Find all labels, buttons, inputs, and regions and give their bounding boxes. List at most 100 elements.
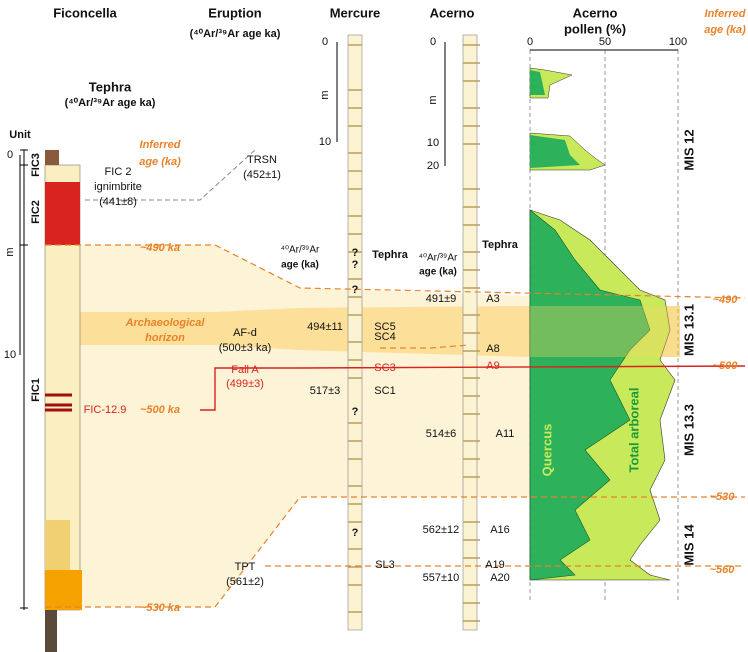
label: ignimbrite: [94, 181, 142, 193]
label: A19: [485, 559, 505, 571]
fic-orange: [45, 570, 82, 610]
label: 10: [4, 349, 16, 361]
label: (500±3 ka): [219, 342, 272, 354]
label: ~500: [713, 360, 739, 372]
label: Mercure: [330, 5, 381, 20]
line-530: [45, 496, 745, 608]
label: horizon: [145, 332, 185, 344]
trsn-link: [85, 149, 256, 201]
label: m: [4, 247, 16, 256]
label: FIC3: [30, 153, 42, 177]
label: (499±3): [226, 378, 264, 390]
label: Acerno: [430, 5, 475, 20]
label: 557±10: [423, 572, 460, 584]
label: Eruption: [208, 5, 261, 20]
label: age (ka): [139, 156, 181, 168]
label: (452±1): [243, 169, 281, 181]
label: A9: [486, 360, 499, 372]
label: 0: [322, 36, 328, 48]
label: A3: [486, 293, 499, 305]
label: 562±12: [423, 524, 460, 536]
label: MIS 13.3: [681, 404, 696, 456]
label: MIS 12: [681, 129, 696, 170]
label: age (ka): [704, 24, 746, 36]
label: 10: [427, 137, 439, 149]
label: 0: [7, 149, 13, 161]
label: Total arboreal: [626, 387, 641, 472]
label: ?: [352, 527, 359, 539]
correlation-band: [45, 245, 530, 607]
label: age (ka): [419, 267, 457, 278]
label: ?: [352, 259, 359, 271]
label: (⁴⁰Ar/³⁹Ar age ka): [65, 97, 156, 109]
label: 20: [427, 160, 439, 172]
label: pollen (%): [564, 21, 626, 36]
label: ?: [352, 406, 359, 418]
label: Tephra: [89, 79, 132, 94]
label: m: [319, 90, 331, 99]
label: AF-d: [233, 327, 257, 339]
fic3-layer: [45, 150, 59, 165]
mercure-column: [347, 34, 363, 631]
label: (441±8): [99, 196, 137, 208]
label: FIC2: [30, 200, 42, 224]
quercus-main: [529, 209, 651, 581]
label: ~490: [713, 294, 739, 306]
label: 0: [430, 36, 436, 48]
label: Tephra: [482, 239, 519, 251]
label: 50: [599, 36, 611, 48]
label: FIC1: [30, 378, 42, 402]
label: 10: [319, 136, 331, 148]
label: MIS 14: [681, 524, 696, 566]
label: 514±6: [426, 428, 457, 440]
fic2-layer: [45, 182, 80, 245]
line-490: [45, 244, 746, 299]
label: FIC-12.9: [84, 404, 127, 416]
label: 517±3: [310, 385, 341, 397]
label: 100: [669, 36, 687, 48]
label: ~500 ka: [140, 404, 180, 416]
label: SC3: [374, 362, 395, 374]
quercus-top: [530, 70, 545, 95]
label: ~530 ka: [140, 602, 180, 614]
label: age (ka): [281, 260, 319, 271]
label: (561±2): [226, 576, 264, 588]
archaeological-band: [45, 306, 680, 357]
label: Archaeological: [125, 317, 206, 329]
arch-overlay: [530, 306, 680, 357]
label: Quercus: [539, 424, 554, 477]
quercus-mid: [530, 135, 580, 168]
label: (⁴⁰Ar/³⁹Ar age ka): [190, 28, 281, 40]
label: A11: [496, 428, 515, 440]
label: A16: [490, 524, 510, 536]
label: ⁴⁰Ar/³⁹Ar: [419, 253, 458, 264]
label: SL3: [375, 559, 395, 571]
label: m: [427, 95, 439, 104]
line-arch: [380, 344, 471, 349]
label: Tephra: [372, 249, 409, 261]
label: FIC 2: [105, 166, 132, 178]
fic-mid: [45, 520, 70, 570]
label: ~560: [710, 564, 736, 576]
label: A8: [486, 343, 499, 355]
label: SC4: [374, 331, 395, 343]
label: MIS 13.1: [681, 304, 696, 356]
label: 491±9: [426, 293, 457, 305]
fic-base: [45, 610, 57, 652]
label: ?: [352, 284, 359, 296]
label: ~530: [710, 491, 736, 503]
line-500: [200, 365, 746, 411]
label: 494±11: [307, 321, 343, 333]
label: ~490 ka: [140, 242, 180, 254]
label: Inferred: [705, 8, 746, 20]
label: A20: [490, 572, 510, 584]
label: Acerno: [573, 5, 618, 20]
label: Inferred: [140, 139, 181, 151]
label: TRSN: [247, 154, 277, 166]
label: Ficoncella: [53, 5, 117, 20]
label: SC1: [374, 385, 395, 397]
label: 0: [527, 36, 533, 48]
label: TPT: [235, 561, 256, 573]
